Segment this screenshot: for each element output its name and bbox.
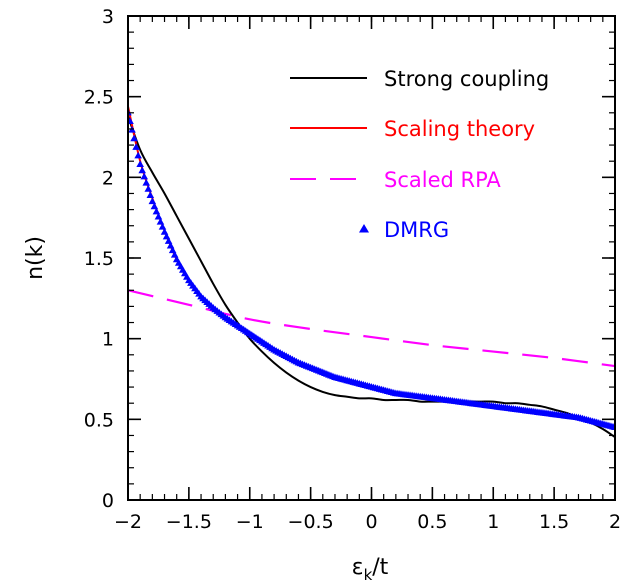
dmrg-point bbox=[132, 143, 140, 150]
dmrg-point bbox=[154, 212, 163, 220]
tick-layer: −2 −1.5 −1 −0.5 0 0.5 1 1.5 2 0 0.5 1 1.5 2 2.5 3 bbox=[84, 6, 621, 533]
y-axis-title: n(k) bbox=[23, 236, 48, 280]
x-tick-label: 1 bbox=[487, 511, 499, 533]
x-tick-label: 0.5 bbox=[417, 511, 447, 533]
dmrg-point bbox=[134, 151, 142, 159]
dmrg-point bbox=[156, 217, 165, 225]
x-axis-title-main: ε bbox=[352, 555, 364, 580]
y-tick-label: 2.5 bbox=[84, 87, 114, 109]
dmrg-point bbox=[146, 191, 155, 198]
x-tick-label: −1 bbox=[236, 511, 264, 533]
dmrg-point bbox=[158, 223, 167, 230]
x-tick-label: −2 bbox=[114, 511, 142, 533]
scaled-rpa-line bbox=[128, 289, 615, 368]
y-tick-label: 3 bbox=[102, 6, 114, 28]
x-axis-title-subscript: k bbox=[364, 566, 373, 584]
scaling-theory-line bbox=[128, 106, 615, 429]
dmrg-point bbox=[130, 134, 138, 142]
x-tick-label: −1.5 bbox=[166, 511, 212, 533]
legend-dmrg-label: DMRG bbox=[384, 218, 449, 242]
legend-scaled-rpa-label: Scaled RPA bbox=[384, 168, 501, 192]
dmrg-point bbox=[144, 185, 153, 192]
legend: Strong coupling Scaling theory Scaled RPA D… bbox=[290, 67, 549, 242]
dmrg-point bbox=[128, 117, 134, 125]
legend-strong-coupling-label: Strong coupling bbox=[384, 67, 549, 91]
y-tick-label: 0.5 bbox=[84, 409, 114, 431]
y-tick-label: 1.5 bbox=[84, 248, 114, 270]
dmrg-point bbox=[148, 197, 157, 205]
dmrg-point bbox=[150, 202, 159, 210]
dmrg-point bbox=[152, 207, 161, 215]
y-tick-label: 1 bbox=[102, 329, 114, 351]
x-axis-title: εk/t bbox=[352, 555, 389, 584]
legend-scaling-theory-label: Scaling theory bbox=[384, 117, 535, 141]
x-axis-title-tail: /t bbox=[372, 555, 388, 580]
y-tick-label: 2 bbox=[102, 167, 114, 189]
legend-dmrg-marker bbox=[359, 224, 369, 233]
dmrg-point bbox=[136, 160, 144, 168]
x-tick-label: −0.5 bbox=[288, 511, 334, 533]
x-tick-label: 0 bbox=[365, 511, 377, 533]
x-tick-label: 2 bbox=[609, 511, 621, 533]
dmrg-point bbox=[142, 178, 151, 186]
x-tick-label: 1.5 bbox=[539, 511, 569, 533]
y-tick-label: 0 bbox=[102, 490, 114, 512]
strong-coupling-line bbox=[128, 115, 615, 438]
dmrg-point bbox=[140, 172, 149, 180]
dmrg-point bbox=[138, 166, 147, 174]
series-layer bbox=[128, 106, 615, 438]
